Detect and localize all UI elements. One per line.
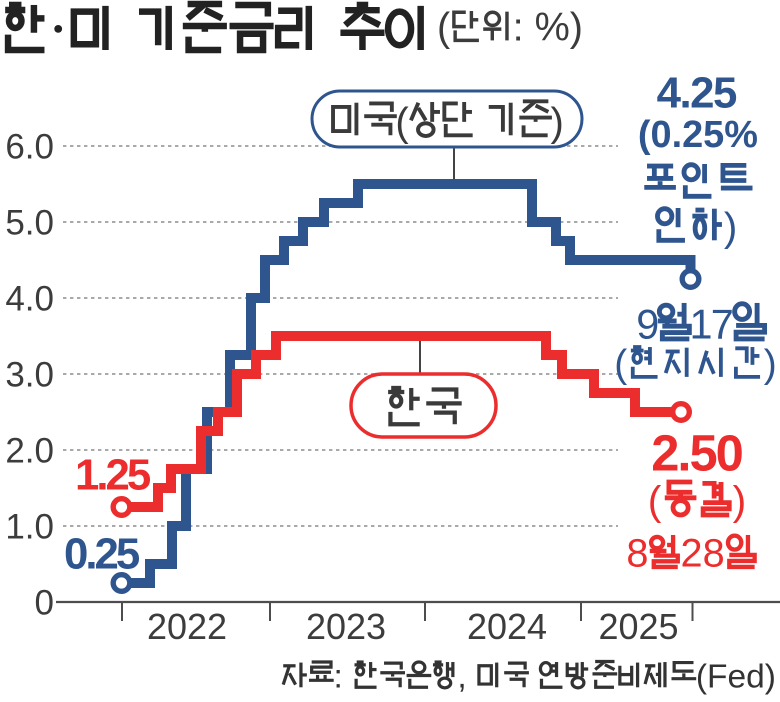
svg-text:,: , xyxy=(457,658,466,695)
svg-text:2024: 2024 xyxy=(467,606,547,647)
svg-text:9: 9 xyxy=(636,302,658,348)
svg-text:): ) xyxy=(764,343,777,386)
svg-text:5.0: 5.0 xyxy=(5,204,54,243)
svg-text:4.0: 4.0 xyxy=(5,280,54,319)
svg-text:2022: 2022 xyxy=(147,606,227,647)
svg-text:28: 28 xyxy=(681,532,725,576)
svg-text:8: 8 xyxy=(626,532,648,576)
svg-text:): ) xyxy=(551,101,564,145)
svg-text:3.0: 3.0 xyxy=(5,356,54,395)
svg-text:0: 0 xyxy=(35,584,54,623)
svg-text:): ) xyxy=(733,478,747,524)
svg-text:(: ( xyxy=(395,101,409,145)
svg-text:: %): : %) xyxy=(513,6,583,50)
svg-text:): ) xyxy=(724,205,737,250)
svg-text::: : xyxy=(334,658,343,695)
svg-text:6.0: 6.0 xyxy=(5,128,54,167)
svg-text:2025: 2025 xyxy=(598,606,678,647)
svg-text:4.25: 4.25 xyxy=(657,69,737,118)
svg-text:(: ( xyxy=(648,478,662,524)
svg-text:1.25: 1.25 xyxy=(75,451,151,500)
svg-text:2023: 2023 xyxy=(306,606,386,647)
svg-text:0.25: 0.25 xyxy=(64,530,140,579)
svg-text:(0.25%: (0.25% xyxy=(638,114,758,156)
svg-text:(: ( xyxy=(437,6,450,50)
svg-text:17: 17 xyxy=(690,302,732,348)
svg-text:2.0: 2.0 xyxy=(5,432,54,471)
svg-text:(: ( xyxy=(614,343,627,386)
svg-text:1.0: 1.0 xyxy=(5,508,54,547)
svg-text:2.50: 2.50 xyxy=(651,424,742,481)
svg-text:(Fed): (Fed) xyxy=(696,658,776,695)
